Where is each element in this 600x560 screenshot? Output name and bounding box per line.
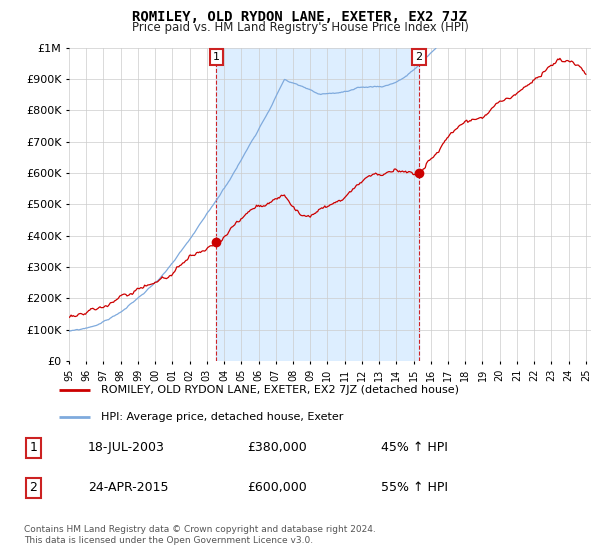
Text: ROMILEY, OLD RYDON LANE, EXETER, EX2 7JZ (detached house): ROMILEY, OLD RYDON LANE, EXETER, EX2 7JZ… [101,385,459,395]
Text: 45% ↑ HPI: 45% ↑ HPI [381,441,448,454]
Text: £600,000: £600,000 [247,482,307,494]
Text: HPI: Average price, detached house, Exeter: HPI: Average price, detached house, Exet… [101,412,343,422]
Text: 24-APR-2015: 24-APR-2015 [88,482,169,494]
Text: 1: 1 [212,52,220,62]
Text: 2: 2 [29,482,37,494]
Text: 1: 1 [29,441,37,454]
Text: 55% ↑ HPI: 55% ↑ HPI [381,482,448,494]
Text: Price paid vs. HM Land Registry's House Price Index (HPI): Price paid vs. HM Land Registry's House … [131,21,469,34]
Text: Contains HM Land Registry data © Crown copyright and database right 2024.: Contains HM Land Registry data © Crown c… [24,525,376,534]
Text: ROMILEY, OLD RYDON LANE, EXETER, EX2 7JZ: ROMILEY, OLD RYDON LANE, EXETER, EX2 7JZ [133,10,467,24]
Text: 18-JUL-2003: 18-JUL-2003 [88,441,165,454]
Bar [216,48,419,361]
Text: This data is licensed under the Open Government Licence v3.0.: This data is licensed under the Open Gov… [24,536,313,545]
Text: 2: 2 [415,52,422,62]
Text: £380,000: £380,000 [247,441,307,454]
